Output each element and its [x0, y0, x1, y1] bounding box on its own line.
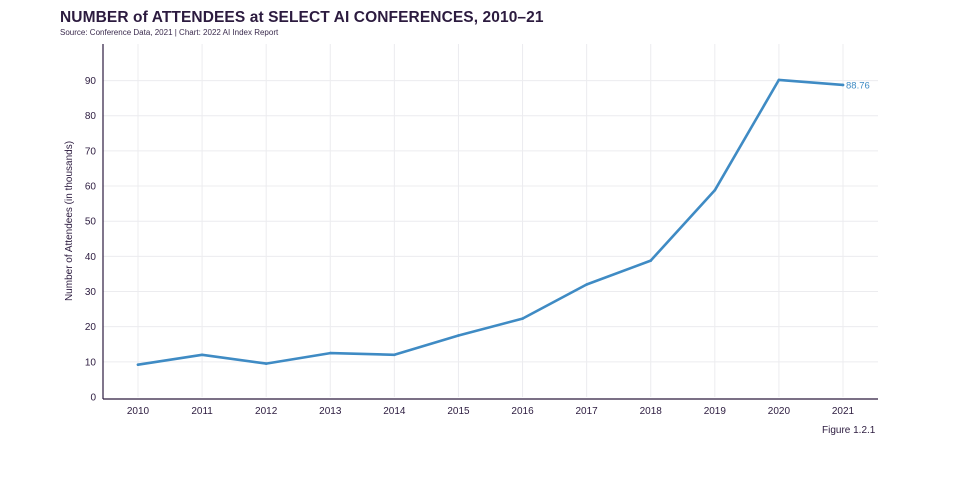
x-tick-label: 2012: [255, 406, 278, 417]
data-point: [841, 83, 845, 87]
chart-source: Source: Conference Data, 2021 | Chart: 2…: [60, 28, 279, 37]
data-point: [264, 362, 268, 365]
data-point: [200, 353, 204, 357]
series-layer: [136, 78, 845, 367]
data-point: [328, 351, 332, 355]
figure-label: Figure 1.2.1: [822, 425, 876, 436]
y-tick-label: 70: [85, 146, 97, 157]
x-tick-label: 2013: [319, 406, 342, 417]
x-tick-label: 2019: [704, 406, 727, 417]
x-tick-label: 2010: [127, 406, 150, 417]
x-tick-label: 2011: [191, 406, 213, 417]
x-tick-label: 2017: [576, 406, 599, 417]
y-tick-label: 10: [85, 357, 97, 368]
gridlines: [103, 44, 878, 397]
data-point: [777, 78, 781, 82]
x-tick-label: 2021: [832, 406, 855, 417]
data-point: [136, 363, 140, 366]
data-point: [649, 259, 653, 262]
x-tick-label: 2020: [768, 406, 791, 417]
data-labels: 88.76: [846, 80, 870, 91]
data-point: [521, 317, 524, 320]
data-point: [585, 283, 588, 286]
data-point: [393, 353, 396, 357]
y-tick-label: 60: [85, 182, 97, 193]
chart-title: NUMBER of ATTENDEES at SELECT AI CONFERE…: [60, 9, 544, 26]
y-tick-label: 0: [90, 393, 96, 404]
data-point: [457, 334, 460, 337]
y-tick-label: 80: [85, 111, 97, 122]
y-tick-label: 30: [85, 287, 97, 298]
x-tick-label: 2014: [383, 406, 406, 417]
data-point: [713, 188, 717, 192]
series-line: [136, 78, 845, 367]
x-tick-label: 2015: [447, 406, 470, 417]
y-tick-label: 90: [85, 76, 97, 87]
y-tick-label: 50: [85, 217, 97, 228]
x-tick-label: 2018: [640, 406, 663, 417]
y-tick-label: 20: [85, 322, 97, 333]
y-tick-label: 40: [85, 252, 97, 263]
data-label: 88.76: [846, 80, 870, 91]
y-axis-label: Number of Attendees (in thousands): [64, 141, 75, 301]
x-tick-label: 2016: [511, 406, 534, 417]
x-axis-ticks: 2010 2011 2012 2013 2014 2015 2016 2017 2018 2019…: [127, 406, 855, 417]
y-axis-ticks: 0 10 20 30 40 50 60 70 80 90: [85, 76, 97, 403]
